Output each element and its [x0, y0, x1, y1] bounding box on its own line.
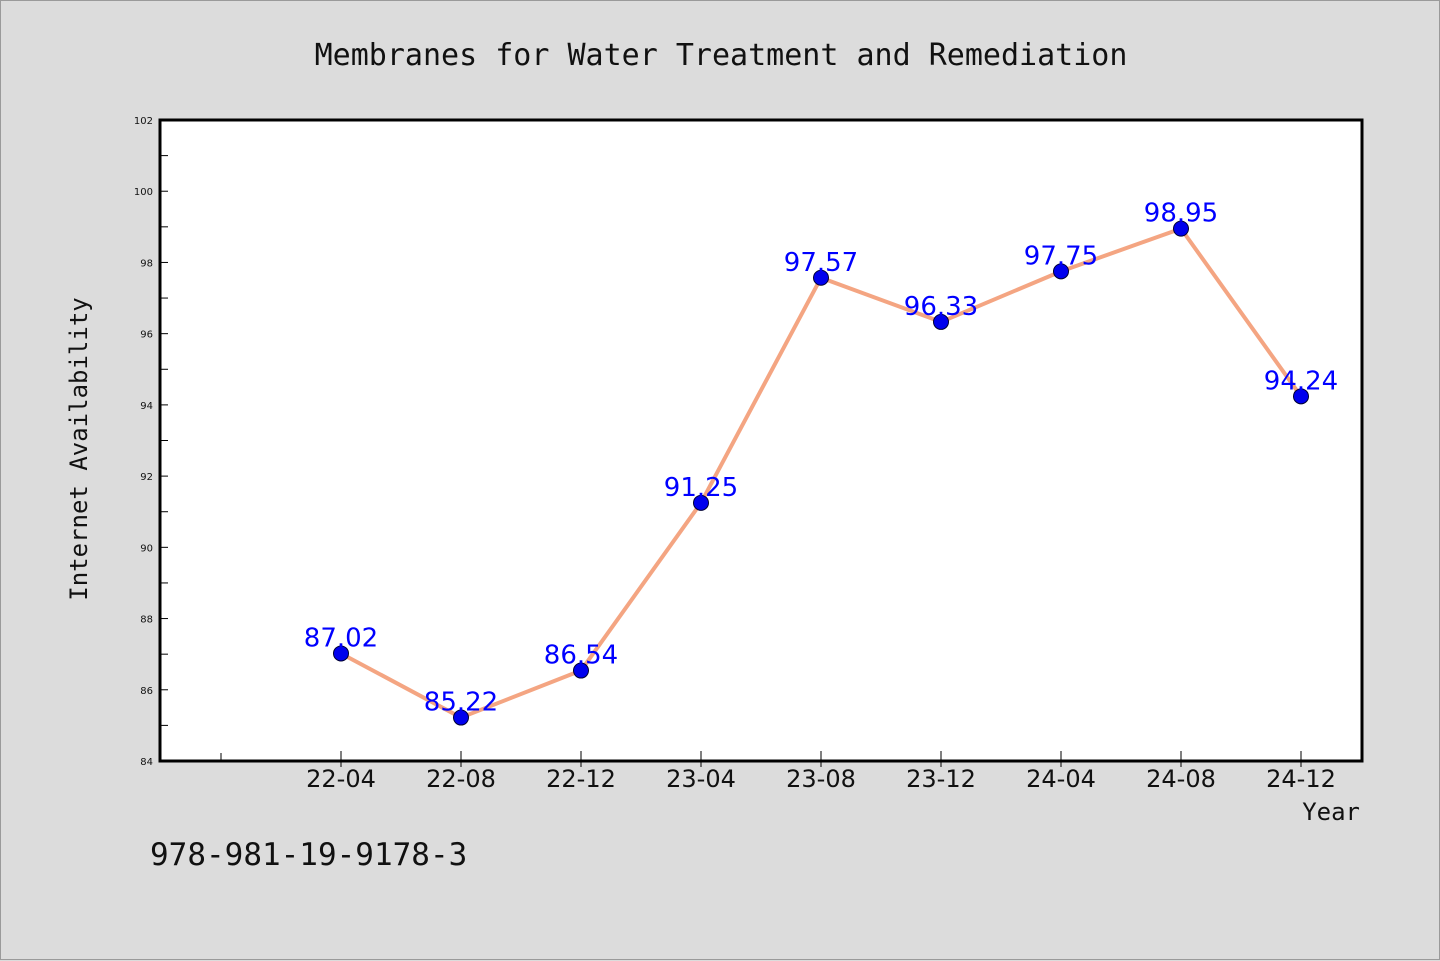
chart-title: Membranes for Water Treatment and Remedi…	[315, 38, 1128, 73]
x-tick-label: 23-08	[786, 765, 856, 793]
x-axis: 22-04 22-08 22-12 23-04 23-08 23-12 24-04 24-08…	[220, 751, 1336, 793]
series-layer: 87.02 85.22 86.54 91.25 97.57 96.33 97.75 98.95…	[304, 199, 1338, 726]
data-point	[1173, 220, 1189, 237]
x-tick-label: 24-04	[1026, 765, 1096, 793]
y-axis-label: Internet Availability	[65, 297, 93, 600]
data-label: 91.25	[664, 473, 738, 503]
x-tick-label: 24-12	[1266, 765, 1336, 793]
data-label: 97.57	[784, 248, 858, 278]
data-point	[693, 494, 709, 511]
data-label: 96.33	[904, 292, 978, 322]
y-tick-label: 90	[140, 543, 153, 554]
data-point	[453, 709, 469, 726]
y-tick-label: 98	[140, 258, 153, 269]
data-point	[573, 662, 589, 679]
data-point	[1053, 263, 1069, 280]
plot-area	[160, 120, 1362, 761]
y-tick-label: 88	[140, 615, 153, 626]
data-point	[813, 269, 829, 286]
data-point	[333, 645, 349, 662]
data-point	[1293, 388, 1309, 405]
x-tick-label: 22-04	[306, 765, 376, 793]
x-tick-label: 23-12	[906, 765, 976, 793]
data-label: 86.54	[544, 641, 618, 671]
isbn-text: 978-981-19-9178-3	[150, 837, 467, 873]
x-tick-label: 22-12	[546, 765, 616, 793]
data-label: 85.22	[424, 688, 498, 718]
data-point	[933, 313, 949, 330]
x-tick-label: 23-04	[666, 765, 736, 793]
y-tick-label: 96	[140, 330, 153, 341]
data-label: 98.95	[1144, 199, 1218, 229]
y-tick-label: 84	[140, 757, 153, 768]
data-label: 94.24	[1264, 366, 1338, 396]
data-label: 97.75	[1024, 241, 1098, 271]
y-tick-label: 86	[140, 686, 153, 697]
plot-frame	[158, 118, 1364, 763]
x-tick-label: 24-08	[1146, 765, 1216, 793]
x-tick-label: 22-08	[426, 765, 496, 793]
y-tick-label: 100	[134, 187, 153, 198]
x-axis-label: Year	[1302, 798, 1360, 826]
y-tick-label: 92	[140, 472, 153, 483]
y-tick-label: 94	[140, 401, 153, 412]
data-label: 87.02	[304, 623, 378, 653]
y-tick-label: 102	[134, 116, 153, 127]
